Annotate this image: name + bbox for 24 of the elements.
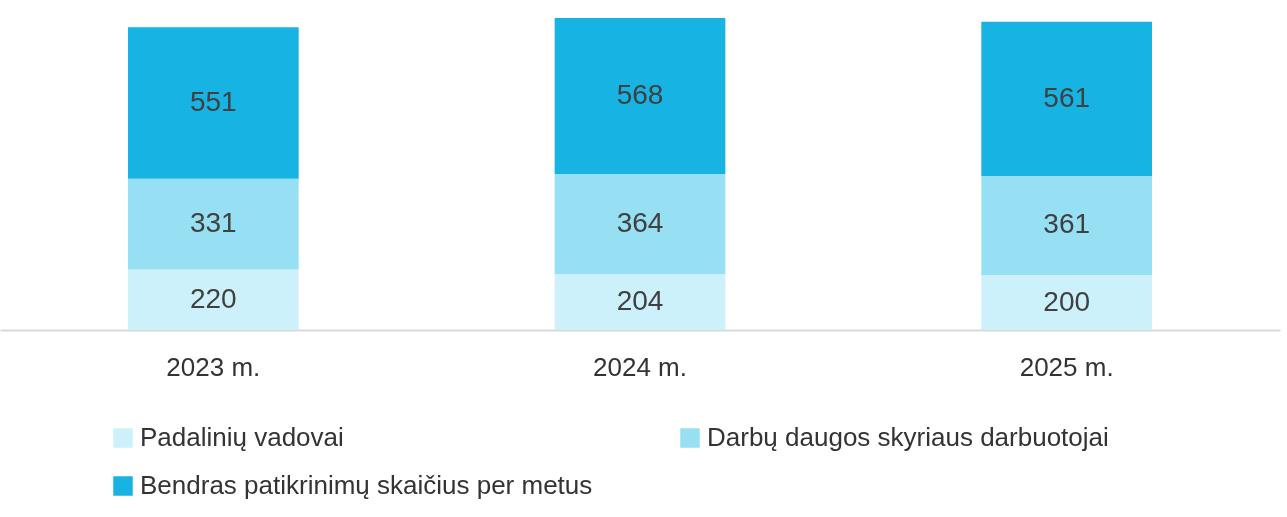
- bar: [554, 18, 726, 174]
- legend-label: Padalinių vadovai: [140, 422, 344, 452]
- bar: [981, 175, 1152, 276]
- data-label: 220: [189, 282, 237, 314]
- data-label: 568: [616, 79, 664, 110]
- data-label: 200: [1043, 285, 1091, 317]
- bar: [128, 27, 299, 179]
- bar: [981, 275, 1152, 330]
- bar: [128, 269, 299, 330]
- x-tick-label: 2025 m.: [1019, 351, 1114, 382]
- data-label: 561: [1043, 81, 1091, 113]
- bar: [554, 174, 726, 274]
- legend-label: Bendras patikrinimų skaičius per metus: [140, 470, 593, 500]
- data-label: 331: [189, 207, 237, 239]
- data-label: 361: [1043, 208, 1091, 240]
- bar: [554, 273, 726, 330]
- bar: [128, 178, 299, 270]
- bar: [981, 21, 1152, 176]
- x-tick-label: 2024 m.: [593, 351, 687, 382]
- legend-label: Darbų daugos skyriaus darbuotojai: [707, 422, 1109, 452]
- x-tick-label: 2023 m.: [166, 351, 261, 382]
- data-label: 551: [189, 86, 237, 117]
- data-label: 364: [616, 206, 664, 238]
- data-label: 204: [616, 284, 664, 316]
